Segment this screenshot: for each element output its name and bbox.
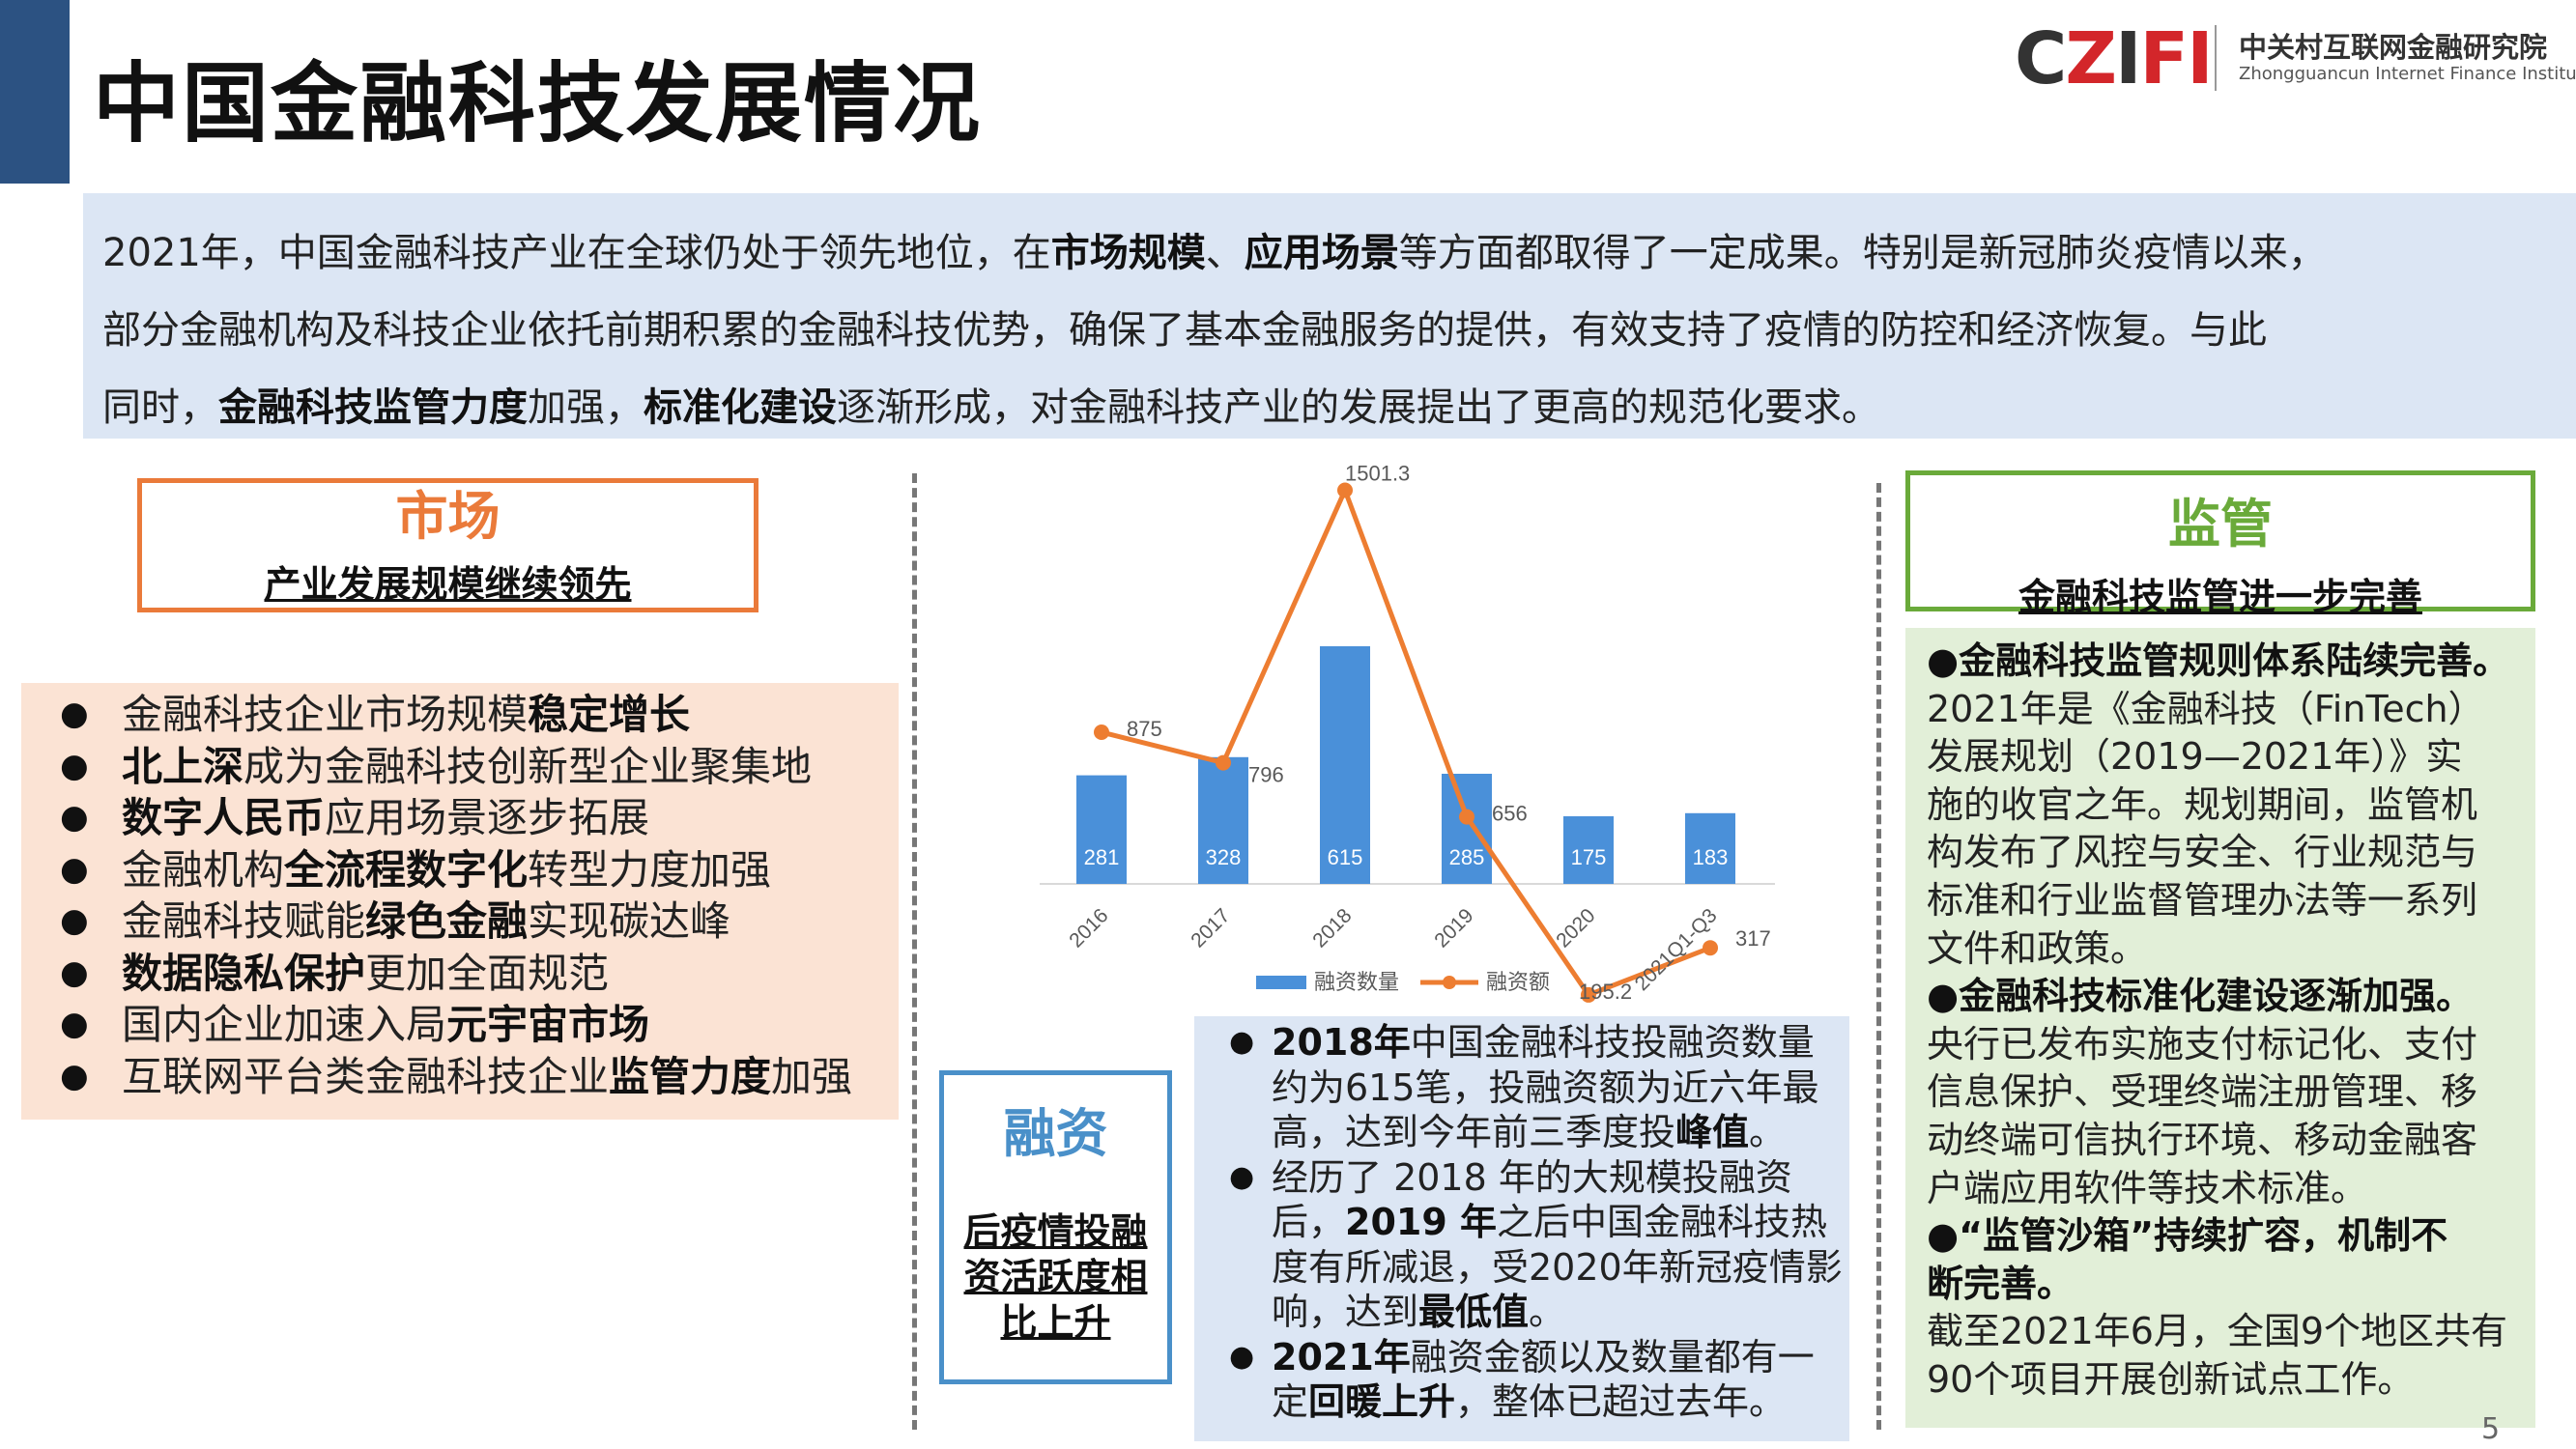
title-accent-bar: [0, 0, 70, 184]
financing-bullet-list: 2018年中国金融科技投融资数量约为615笔，投融资额为近六年最高，达到今年前三…: [1194, 1016, 1849, 1441]
regulation-text-panel: ●金融科技监管规则体系陆续完善。 2021年是《金融科技（FinTech） 发展…: [1905, 628, 2535, 1428]
regulation-text: 发展规划（2019—2021年）》实: [1927, 735, 2463, 779]
market-heading: 市场: [395, 486, 501, 547]
list-item: 2018年中国金融科技投融资数量约为615笔，投融资额为近六年最高，达到今年前三…: [1210, 1020, 1849, 1155]
regulation-point-heading: ●金融科技标准化建设逐渐加强。: [1927, 975, 2474, 1018]
regulation-text: 截至2021年6月，全国9个地区共有: [1927, 1310, 2508, 1353]
line-value-label: 656: [1492, 802, 1528, 826]
list-item: 金融机构全流程数字化转型力度加强: [41, 844, 899, 896]
bar-2021Q1-Q3: [1685, 812, 1735, 884]
regulation-text: 央行已发布实施支付标记化、支付: [1927, 1022, 2478, 1065]
legend-line-marker: [1443, 976, 1456, 989]
legend-bar-swatch: [1256, 976, 1306, 989]
logo-english-name: Zhongguancun Internet Finance Institute: [2239, 64, 2576, 84]
intro-line-1: 2021年，中国金融科技产业在全球仍处于领先地位，在市场规模、应用场景等方面都取…: [102, 231, 2327, 275]
line-point-2019: [1459, 809, 1474, 825]
legend-line-label: 融资额: [1486, 970, 1550, 994]
line-point-2020: [1581, 986, 1596, 1003]
intro-summary: 2021年，中国金融科技产业在全球仍处于领先地位，在市场规模、应用场景等方面都取…: [83, 193, 2576, 439]
market-bullet-list: 金融科技企业市场规模稳定增长 北上深成为金融科技创新型企业聚集地 数字人民币应用…: [21, 683, 899, 1120]
line-value-label: 875: [1127, 717, 1162, 741]
bar-value-label: 615: [1328, 845, 1363, 869]
x-tick-label: 2019: [1430, 904, 1477, 952]
financing-chart: 281 328 615 285 175 183 875 796 1501.3 656 195.2 31…: [1040, 461, 1775, 1004]
x-tick-label: 2020: [1552, 904, 1599, 952]
page-title: 中国金融科技发展情况: [93, 53, 982, 155]
list-item: 金融科技赋能绿色金融实现碳达峰: [41, 895, 899, 948]
bar-value-label: 328: [1206, 845, 1242, 869]
x-tick-label: 2018: [1308, 904, 1356, 952]
intro-line-2: 部分金融机构及科技企业依托前期积累的金融科技优势，确保了基本金融服务的提供，有效…: [102, 308, 2267, 353]
x-tick-label: 2016: [1065, 904, 1112, 952]
line-value-label: 1501.3: [1345, 461, 1410, 485]
bar-2017: [1198, 756, 1248, 884]
bar-2018: [1320, 646, 1370, 884]
logo-divider: [2215, 25, 2217, 91]
intro-line-3: 同时，金融科技监管力度加强，标准化建设逐渐形成，对金融科技产业的发展提出了更高的…: [102, 385, 1880, 430]
list-item: 北上深成为金融科技创新型企业聚集地: [41, 741, 899, 793]
bar-value-label: 285: [1449, 845, 1485, 869]
logo-mark: CZIFI: [2015, 17, 2214, 100]
line-point-2016: [1094, 724, 1109, 740]
regulation-text: 施的收官之年。规划期间，监管机: [1927, 782, 2478, 826]
regulation-text: 户端应用软件等技术标准。: [1927, 1166, 2368, 1209]
czifi-logo: CZIFI 中关村互联网金融研究院 Zhongguancun Internet …: [2015, 17, 2576, 100]
regulation-subheading: 金融科技监管进一步完善: [2018, 576, 2422, 618]
line-point-2017: [1216, 754, 1231, 771]
line-point-2018: [1337, 482, 1353, 498]
regulation-text: 动终端可信执行环境、移动金融客: [1927, 1118, 2478, 1161]
market-subheading: 产业发展规模继续领先: [264, 563, 632, 606]
regulation-point-heading: ●金融科技监管规则体系陆续完善。: [1927, 639, 2510, 682]
right-divider: [1876, 483, 1881, 1430]
financing-heading-box: 融资 后疫情投融 资活跃度相 比上升: [939, 1070, 1172, 1384]
regulation-text: 文件和政策。: [1927, 926, 2148, 970]
x-tick-label: 2017: [1187, 904, 1234, 952]
left-divider: [912, 473, 917, 1430]
market-heading-box: 市场 产业发展规模继续领先: [137, 478, 758, 612]
list-item: 数据隐私保护更加全面规范: [41, 948, 899, 1000]
line-value-label: 317: [1735, 926, 1771, 951]
bar-2016: [1076, 775, 1127, 884]
legend-bar-label: 融资数量: [1314, 970, 1399, 994]
logo-chinese-name: 中关村互联网金融研究院: [2239, 31, 2548, 64]
regulation-text: 90个项目开展创新试点工作。: [1927, 1357, 2415, 1401]
list-item: 2021年融资金额以及数量都有一定回暖上升，整体已超过去年。: [1210, 1335, 1849, 1425]
bar-value-label: 175: [1571, 845, 1607, 869]
regulation-text: 标准和行业监督管理办法等一系列: [1927, 878, 2478, 922]
list-item: 数字人民币应用场景逐步拓展: [41, 792, 899, 844]
line-point-2021Q1-Q3: [1703, 940, 1718, 956]
regulation-heading-box: 监管 金融科技监管进一步完善: [1905, 470, 2535, 618]
regulation-point-heading: ●“监管沙箱”持续扩容，机制不: [1927, 1214, 2448, 1258]
financing-subheading: 后疫情投融 资活跃度相 比上升: [963, 1210, 1148, 1344]
list-item: 国内企业加速入局元宇宙市场: [41, 999, 899, 1051]
bar-2019: [1442, 774, 1492, 884]
regulation-point-heading: 断完善。: [1927, 1262, 2075, 1305]
line-series-path: [1101, 487, 1711, 998]
financing-heading: 融资: [1003, 1103, 1108, 1164]
regulation-text: 2021年是《金融科技（FinTech）: [1927, 687, 2485, 730]
regulation-text: 信息保护、受理终端注册管理、移: [1927, 1070, 2478, 1114]
list-item: 互联网平台类金融科技企业监管力度加强: [41, 1051, 899, 1103]
regulation-heading: 监管: [2168, 494, 2273, 554]
line-value-label: 195.2: [1579, 980, 1632, 1004]
bar-value-label: 281: [1084, 845, 1120, 869]
list-item: 经历了 2018 年的大规模投融资后，2019 年之后中国金融科技热度有所减退，…: [1210, 1155, 1849, 1335]
regulation-text: 构发布了风控与安全、行业规范与: [1927, 831, 2478, 874]
bar-2020: [1563, 816, 1614, 884]
bar-value-label: 183: [1693, 845, 1729, 869]
page-number: 5: [2481, 1412, 2501, 1446]
list-item: 金融科技企业市场规模稳定增长: [41, 689, 899, 741]
line-value-label: 796: [1248, 763, 1284, 787]
